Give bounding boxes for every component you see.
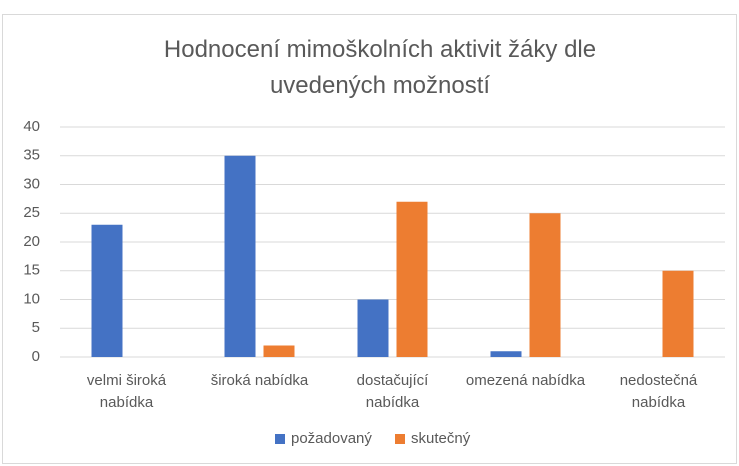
legend-label: skutečný	[411, 430, 471, 447]
legend-item: skutečný	[395, 430, 470, 447]
chart-frame	[2, 14, 737, 464]
legend-swatch	[395, 433, 405, 444]
legend-label: požadovaný	[291, 430, 372, 447]
x-tick-label: nedostečná nabídka	[619, 372, 698, 411]
y-tick-label: 25	[23, 204, 40, 221]
chart-title: Hodnocení mimoškolních aktivit žáky dle …	[163, 36, 597, 99]
y-tick-label: 0	[32, 348, 40, 365]
bar	[224, 155, 256, 357]
y-tick-label: 20	[23, 233, 40, 250]
x-tick-label: dostačující nabídka	[356, 372, 429, 411]
y-tick-label: 40	[23, 118, 40, 135]
y-tick-label: 10	[23, 290, 40, 307]
x-tick-label: omezená nabídka	[465, 372, 586, 389]
x-tick-label: široká nabídka	[210, 372, 309, 389]
y-tick-label: 5	[32, 319, 40, 336]
bar	[529, 213, 561, 357]
y-tick-label: 35	[23, 147, 40, 164]
legend-swatch	[275, 433, 285, 444]
bar	[357, 299, 389, 357]
bar	[490, 351, 522, 357]
y-tick-label: 30	[23, 175, 40, 192]
bar	[662, 270, 694, 357]
y-tick-label: 15	[23, 262, 40, 279]
x-tick-label: velmi široká nabídka	[86, 372, 167, 411]
bar	[396, 201, 428, 357]
bar	[91, 224, 123, 357]
legend-item: požadovaný	[275, 430, 372, 447]
bar	[263, 345, 295, 357]
